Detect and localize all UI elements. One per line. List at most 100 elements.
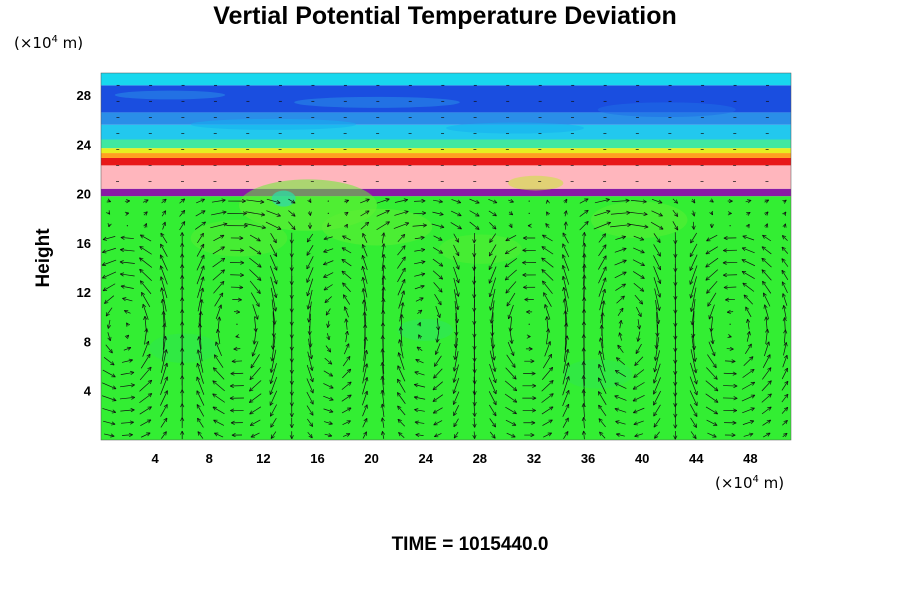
wind-arrow bbox=[453, 337, 458, 360]
wind-arrow bbox=[489, 350, 497, 372]
wind-arrow bbox=[469, 221, 480, 230]
wind-arrow bbox=[653, 233, 661, 243]
wind-arrow bbox=[472, 431, 477, 439]
wind-arrow bbox=[709, 198, 714, 203]
wind-arrow bbox=[253, 316, 258, 333]
y-tick-label: 20 bbox=[77, 187, 91, 202]
wind-arrow bbox=[653, 255, 662, 271]
y-axis-label: Height bbox=[33, 228, 54, 288]
wind-arrow bbox=[289, 417, 294, 428]
wind-arrow bbox=[743, 432, 754, 437]
wind-arrow bbox=[505, 367, 517, 380]
wind-arrow bbox=[432, 381, 443, 391]
wind-dot bbox=[327, 200, 329, 202]
wind-arrow bbox=[360, 210, 370, 217]
wind-arrow bbox=[212, 393, 225, 403]
wind-arrow bbox=[541, 393, 554, 403]
wind-arrow bbox=[250, 432, 260, 438]
wind-arrow bbox=[160, 362, 169, 385]
wind-arrow bbox=[326, 333, 331, 341]
wind-arrow bbox=[123, 346, 132, 351]
wind-arrow bbox=[227, 211, 247, 216]
wind-arrow bbox=[380, 417, 385, 428]
wind-arrow bbox=[433, 199, 443, 204]
wind-arrow bbox=[431, 223, 445, 229]
wind-arrow bbox=[230, 248, 244, 253]
wind-arrow bbox=[561, 275, 569, 299]
wind-arrow bbox=[160, 376, 169, 395]
wind-arrow bbox=[472, 376, 477, 396]
wind-dot bbox=[528, 212, 530, 214]
wind-arrow bbox=[288, 210, 296, 217]
wind-arrow bbox=[102, 271, 117, 279]
wind-arrow bbox=[450, 222, 462, 230]
wind-arrow bbox=[306, 391, 314, 405]
wind-arrow bbox=[673, 242, 678, 258]
wind-arrow bbox=[124, 199, 131, 204]
time-label: TIME = 1015440.0 bbox=[392, 534, 549, 555]
wind-arrow bbox=[741, 381, 756, 390]
wind-arrow bbox=[691, 310, 696, 338]
wind-arrow bbox=[451, 199, 462, 204]
wind-arrow bbox=[289, 232, 294, 244]
wind-arrow bbox=[598, 244, 607, 257]
wind-arrow bbox=[179, 209, 186, 217]
wind-arrow bbox=[414, 408, 425, 413]
wind-arrow bbox=[271, 311, 276, 338]
wind-arrow bbox=[361, 276, 368, 298]
wind-arrow bbox=[762, 367, 772, 380]
wind-arrow bbox=[636, 319, 642, 330]
wind-arrow bbox=[614, 382, 627, 389]
wind-arrow bbox=[691, 210, 696, 217]
wind-arrow bbox=[522, 408, 536, 413]
wind-arrow bbox=[376, 221, 390, 231]
layer-band-10 bbox=[101, 73, 791, 86]
wind-arrow bbox=[726, 309, 734, 314]
wind-arrow bbox=[489, 300, 495, 324]
wind-arrow bbox=[159, 276, 168, 299]
wind-arrow bbox=[545, 199, 550, 204]
wind-arrow bbox=[472, 417, 477, 428]
wind-arrow bbox=[745, 306, 752, 318]
wind-arrow bbox=[327, 222, 332, 228]
wind-arrow bbox=[781, 246, 789, 254]
wind-arrow bbox=[563, 198, 568, 204]
wind-arrow bbox=[343, 223, 348, 229]
wind-arrow bbox=[633, 369, 645, 378]
x-tick-label: 40 bbox=[635, 451, 649, 466]
wind-arrow bbox=[452, 377, 460, 394]
wind-arrow bbox=[522, 272, 536, 278]
wind-arrow bbox=[432, 211, 444, 216]
wind-arrow bbox=[432, 394, 444, 402]
wind-arrow bbox=[454, 312, 459, 336]
field-patch-13 bbox=[114, 90, 226, 100]
wind-arrow bbox=[362, 404, 368, 417]
wind-arrow bbox=[308, 338, 314, 360]
wind-arrow bbox=[195, 210, 206, 217]
wind-arrow bbox=[307, 211, 312, 216]
chart-title: Vertial Potential Temperature Deviation bbox=[213, 2, 677, 30]
wind-arrow bbox=[269, 404, 277, 417]
wind-arrow bbox=[196, 404, 205, 417]
wind-arrow bbox=[488, 199, 498, 204]
wind-arrow bbox=[506, 354, 516, 368]
wind-arrow bbox=[636, 306, 642, 318]
wind-arrow bbox=[161, 198, 167, 204]
wind-arrow bbox=[600, 300, 606, 324]
wind-arrow bbox=[271, 299, 277, 325]
wind-arrow bbox=[653, 266, 662, 284]
wind-arrow bbox=[231, 359, 242, 364]
wind-dot bbox=[729, 225, 731, 227]
wind-arrow bbox=[490, 312, 495, 337]
wind-arrow bbox=[196, 376, 205, 395]
wind-arrow bbox=[214, 292, 224, 307]
wind-arrow bbox=[360, 221, 370, 230]
wind-arrow bbox=[632, 259, 645, 266]
wind-arrow bbox=[288, 221, 296, 231]
wind-arrow bbox=[672, 221, 679, 231]
wind-arrow bbox=[562, 232, 569, 244]
wind-arrow bbox=[761, 257, 772, 268]
wind-arrow bbox=[213, 419, 225, 426]
wind-arrow bbox=[380, 431, 386, 439]
wind-arrow bbox=[762, 432, 771, 438]
